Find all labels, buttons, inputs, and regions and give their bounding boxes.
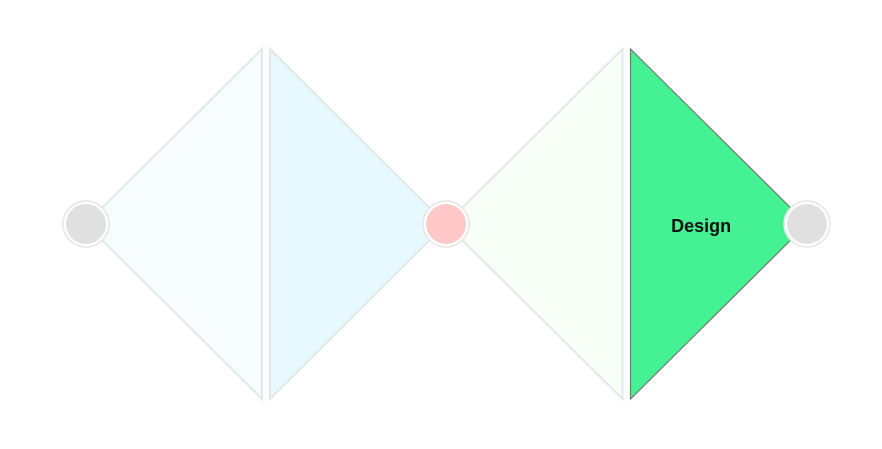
node-dot [787, 204, 827, 244]
node-dot [66, 204, 106, 244]
phase-triangle-4[interactable] [629, 47, 808, 401]
phase-labels: Design [671, 216, 731, 236]
phase-triangle-3[interactable] [444, 46, 624, 402]
phase-label-4: Design [671, 216, 731, 236]
node-dot [426, 204, 466, 244]
phase-triangle-2[interactable] [269, 46, 448, 402]
phase-node-3[interactable] [783, 200, 831, 248]
phase-triangles [84, 46, 808, 402]
phase-nodes [62, 200, 831, 248]
phase-triangle-1[interactable] [84, 46, 263, 402]
phase-node-1[interactable] [62, 200, 110, 248]
phase-node-2[interactable] [422, 200, 470, 248]
